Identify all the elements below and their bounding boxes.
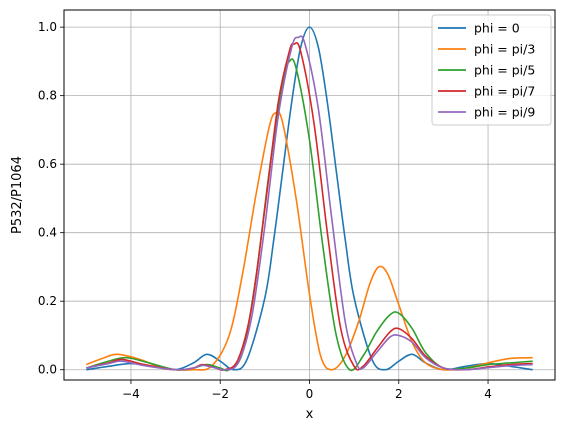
x-tick-label: 0 [306,387,314,401]
y-tick-label: 0.8 [38,89,57,103]
y-tick-label: 0.0 [38,363,57,377]
axis-ticks: −4 −2 0 2 4 0.0 0.2 0.4 0.6 0.8 1.0 [38,20,492,401]
x-tick-label: 4 [484,387,492,401]
x-tick-label: −4 [122,387,140,401]
series-line-4 [86,35,533,371]
legend-label-0: phi = 0 [474,21,520,36]
x-tick-label: 2 [395,387,403,401]
legend-label-2: phi = pi/5 [474,63,535,78]
y-tick-label: 0.2 [38,294,57,308]
x-axis-label: x [306,407,314,422]
y-tick-label: 0.4 [38,226,57,240]
y-axis-label: P532/P1064 [10,156,25,234]
legend-label-1: phi = pi/3 [474,42,535,57]
legend: phi = 0 phi = pi/3 phi = pi/5 phi = pi/7 phi… [431,14,552,126]
legend-box [431,14,552,126]
series-lines [86,26,533,372]
y-tick-label: 0.6 [38,157,57,171]
legend-label-3: phi = pi/7 [474,84,535,99]
legend-label-4: phi = pi/9 [474,105,535,120]
x-tick-label: −2 [211,387,229,401]
y-tick-label: 1.0 [38,20,57,34]
